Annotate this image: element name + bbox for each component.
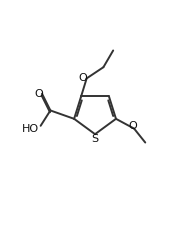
Text: O: O — [128, 121, 137, 131]
Text: O: O — [34, 89, 43, 99]
Text: HO: HO — [22, 123, 39, 133]
Text: O: O — [79, 73, 87, 83]
Text: S: S — [91, 134, 99, 144]
